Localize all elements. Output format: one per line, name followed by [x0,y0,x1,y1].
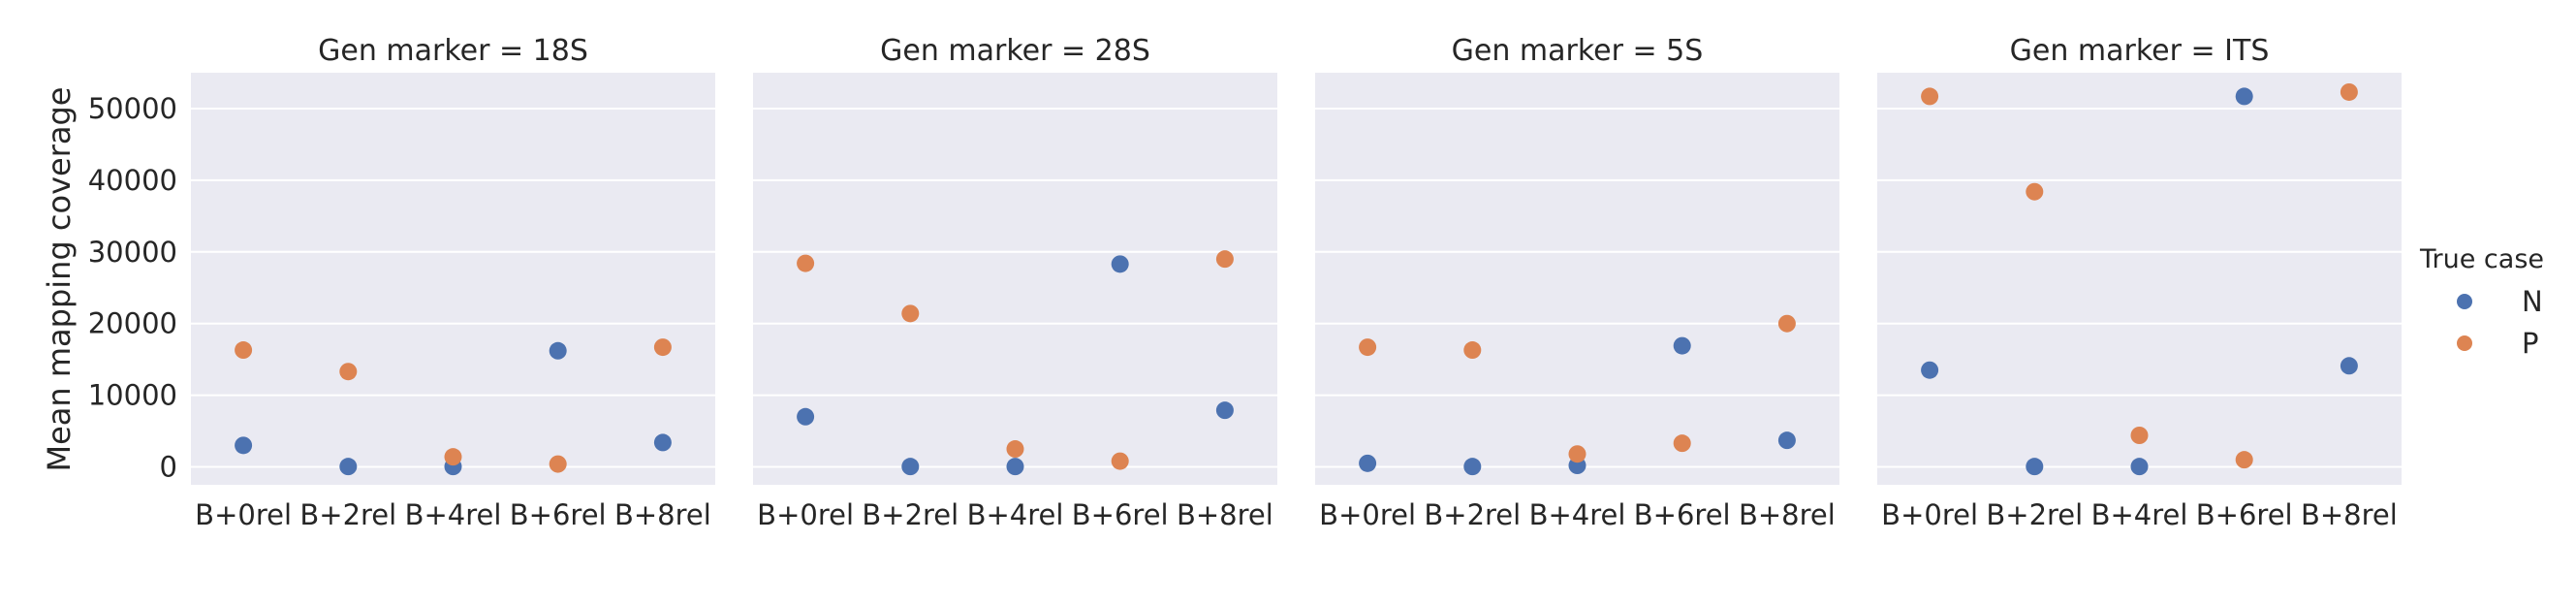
legend-marker [2457,294,2472,309]
data-point-N [901,458,920,476]
data-point-N [2130,458,2149,476]
x-tick-label: B+2rel [1424,498,1521,531]
panel-title: Gen marker = 5S [1452,34,1704,68]
data-point-N [2235,87,2253,106]
data-point-N [339,458,358,476]
panel-background [1315,73,1839,485]
data-point-P [339,363,358,381]
x-tick-label: B+4rel [405,498,502,531]
data-point-P [901,304,920,323]
x-tick-label: B+0rel [1881,498,1978,531]
data-point-N [2026,458,2044,476]
y-axis-label: Mean mapping coverage [41,87,78,472]
data-point-P [797,254,815,272]
panel-background [753,73,1277,485]
data-point-N [2340,357,2358,375]
x-tick-label: B+2rel [299,498,396,531]
legend-title: True case [2419,244,2544,274]
x-tick-label: B+6rel [2196,498,2293,531]
x-tick-label: B+6rel [1072,498,1169,531]
panel-background [1877,73,2402,485]
facet-panel: 0 10000 20000 30000 40000 50000 Gen marker = 1… [88,34,715,531]
data-point-N [797,407,815,426]
data-point-N [1006,458,1024,476]
data-point-P [235,341,253,360]
data-point-P [1777,314,1796,333]
legend-entries: NP [2457,285,2543,360]
panel-background [191,73,715,485]
panel-title: Gen marker = 18S [318,34,588,68]
data-point-N [1359,454,1377,472]
x-tick-label: B+4rel [1529,498,1626,531]
data-point-P [653,338,672,357]
x-tick-label: B+2rel [1986,498,2083,531]
data-point-N [653,433,672,452]
data-point-P [1921,87,1939,106]
data-point-P [2026,182,2044,201]
legend: True case NP [2419,244,2544,360]
data-point-N [1215,401,1234,420]
x-tick-label: B+0rel [195,498,292,531]
panel-title: Gen marker = 28S [880,34,1150,68]
data-point-N [1777,431,1796,450]
data-point-P [1215,250,1234,269]
data-point-P [549,455,567,473]
data-point-P [1673,434,1691,453]
x-tick-label: B+8rel [614,498,711,531]
data-point-N [549,341,567,360]
x-tick-label: B+8rel [1177,498,1273,531]
data-point-N [1921,361,1939,379]
x-tick-label: B+0rel [757,498,854,531]
x-tick-label: B+8rel [2301,498,2398,531]
x-tick-label: B+6rel [510,498,607,531]
data-point-P [444,448,462,466]
data-point-P [1111,452,1129,470]
data-point-P [2340,82,2358,101]
x-tick-label: B+0rel [1319,498,1416,531]
x-tick-label: B+6rel [1634,498,1731,531]
facet-panel: Gen marker = 28S B+0rel B+2rel B+4rel B+6rel… [753,34,1277,531]
legend-label: P [2522,327,2539,360]
legend-marker [2457,335,2472,351]
facet-panel: Gen marker = ITS B+0rel B+2rel B+4rel B+6rel… [1877,34,2402,531]
y-tick-label: 50000 [88,92,177,125]
legend-label: N [2522,285,2543,318]
y-tick-label: 0 [160,451,177,484]
data-point-P [2235,451,2253,469]
data-point-N [1673,336,1691,355]
facet-panel: Gen marker = 5S B+0rel B+2rel B+4rel B+6rel B… [1315,34,1839,531]
data-point-P [1359,338,1377,357]
data-point-N [1111,255,1129,273]
data-point-P [1463,341,1482,360]
facet-panels: 0 10000 20000 30000 40000 50000 Gen marker = 1… [88,34,2402,531]
data-point-N [235,436,253,455]
data-point-N [1463,458,1482,476]
x-tick-label: B+4rel [967,498,1064,531]
y-tick-label: 30000 [88,236,177,269]
data-point-P [1568,445,1586,463]
panel-title: Gen marker = ITS [2010,34,2270,68]
data-point-P [2130,427,2149,444]
y-tick-label: 40000 [88,164,177,197]
x-tick-label: B+2rel [862,498,958,531]
y-tick-label: 10000 [88,379,177,412]
y-tick-label: 20000 [88,307,177,340]
x-tick-label: B+4rel [2091,498,2188,531]
data-point-P [1006,440,1024,459]
x-tick-label: B+8rel [1739,498,1836,531]
